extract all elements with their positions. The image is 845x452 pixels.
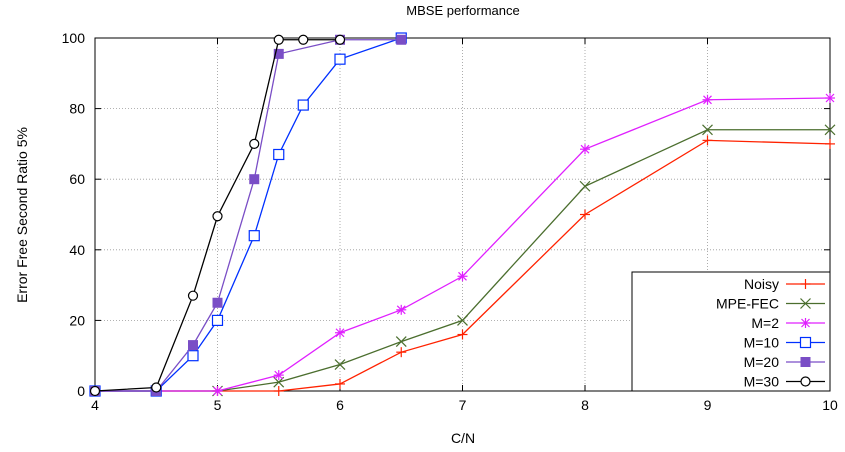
x-tick-label: 7 bbox=[459, 397, 467, 413]
x-axis-title: C/N bbox=[451, 430, 475, 446]
series-3 bbox=[89, 32, 407, 397]
data-point bbox=[580, 144, 590, 155]
x-tick-label: 6 bbox=[336, 397, 344, 413]
data-point bbox=[396, 304, 407, 315]
data-point bbox=[89, 385, 101, 397]
legend-marker bbox=[800, 318, 811, 328]
data-point bbox=[212, 297, 223, 308]
data-point bbox=[212, 211, 223, 222]
data-point bbox=[396, 34, 407, 45]
series-layer bbox=[89, 32, 836, 397]
data-point bbox=[249, 138, 260, 149]
legend-marker bbox=[800, 376, 811, 387]
data-point bbox=[580, 209, 590, 220]
legend-marker bbox=[799, 336, 812, 349]
y-axis-title: Error Free Second Ratio 5% bbox=[14, 127, 30, 303]
legend-item: Noisy bbox=[744, 276, 825, 292]
legend-item: M=30 bbox=[744, 374, 825, 390]
y-tick-label: 60 bbox=[69, 171, 85, 187]
data-point bbox=[188, 340, 198, 351]
data-point bbox=[579, 180, 591, 192]
x-tick-label: 8 bbox=[581, 397, 589, 413]
data-point bbox=[211, 314, 224, 326]
y-tick-label: 20 bbox=[69, 312, 85, 328]
series-line bbox=[95, 39, 402, 392]
data-point bbox=[334, 53, 346, 65]
data-point bbox=[334, 34, 346, 45]
legend-marker bbox=[800, 298, 811, 309]
legend-marker bbox=[800, 357, 811, 367]
legend-label: Noisy bbox=[744, 276, 779, 292]
series-line bbox=[95, 97, 831, 392]
data-point bbox=[702, 135, 713, 146]
data-point bbox=[273, 370, 284, 381]
legend-item: M=10 bbox=[744, 335, 825, 351]
legend: Noisy MPE-FEC M=2 M=10 M=20 M=30 bbox=[631, 271, 831, 392]
y-tick-label: 0 bbox=[77, 383, 85, 399]
legend-box bbox=[631, 271, 831, 392]
x-tick-label: 5 bbox=[214, 397, 222, 413]
data-point bbox=[273, 48, 284, 59]
series-4 bbox=[90, 34, 407, 396]
data-point bbox=[702, 94, 713, 105]
legend-label: M=2 bbox=[751, 315, 779, 331]
data-point bbox=[297, 99, 309, 111]
data-point bbox=[825, 138, 835, 149]
data-point bbox=[273, 148, 285, 161]
series-line bbox=[95, 37, 402, 392]
data-point bbox=[187, 350, 199, 362]
y-tick-label: 80 bbox=[69, 101, 85, 117]
data-point bbox=[457, 271, 468, 282]
data-point bbox=[212, 386, 223, 396]
legend-label: M=30 bbox=[744, 374, 780, 390]
data-point bbox=[273, 386, 284, 396]
data-point bbox=[335, 327, 345, 338]
series-5 bbox=[89, 34, 346, 397]
data-point bbox=[248, 230, 260, 242]
x-tick-label: 9 bbox=[704, 397, 712, 413]
legend-item: M=2 bbox=[751, 315, 825, 331]
legend-label: M=10 bbox=[744, 335, 780, 351]
chart-title: MBSE performance bbox=[406, 3, 519, 18]
legend-marker bbox=[800, 279, 811, 289]
legend-item: MPE-FEC bbox=[716, 296, 825, 312]
data-point bbox=[825, 93, 835, 104]
data-point bbox=[273, 34, 284, 45]
legend-label: MPE-FEC bbox=[716, 296, 779, 312]
data-point bbox=[702, 124, 713, 136]
legend-item: M=20 bbox=[744, 354, 825, 370]
data-point bbox=[395, 336, 407, 348]
data-point bbox=[187, 290, 199, 301]
data-point bbox=[249, 174, 260, 185]
x-tick-label: 10 bbox=[822, 397, 838, 413]
y-tick-label: 100 bbox=[62, 30, 86, 46]
x-tick-label: 4 bbox=[91, 397, 99, 413]
data-point bbox=[335, 378, 345, 389]
data-point bbox=[396, 347, 407, 358]
data-point bbox=[334, 359, 346, 370]
data-point bbox=[457, 329, 468, 340]
y-tick-label: 40 bbox=[69, 242, 85, 258]
data-point bbox=[824, 124, 836, 136]
legend-label: M=20 bbox=[744, 354, 780, 370]
data-point bbox=[298, 34, 309, 45]
data-point bbox=[151, 382, 162, 393]
data-point bbox=[457, 314, 468, 326]
